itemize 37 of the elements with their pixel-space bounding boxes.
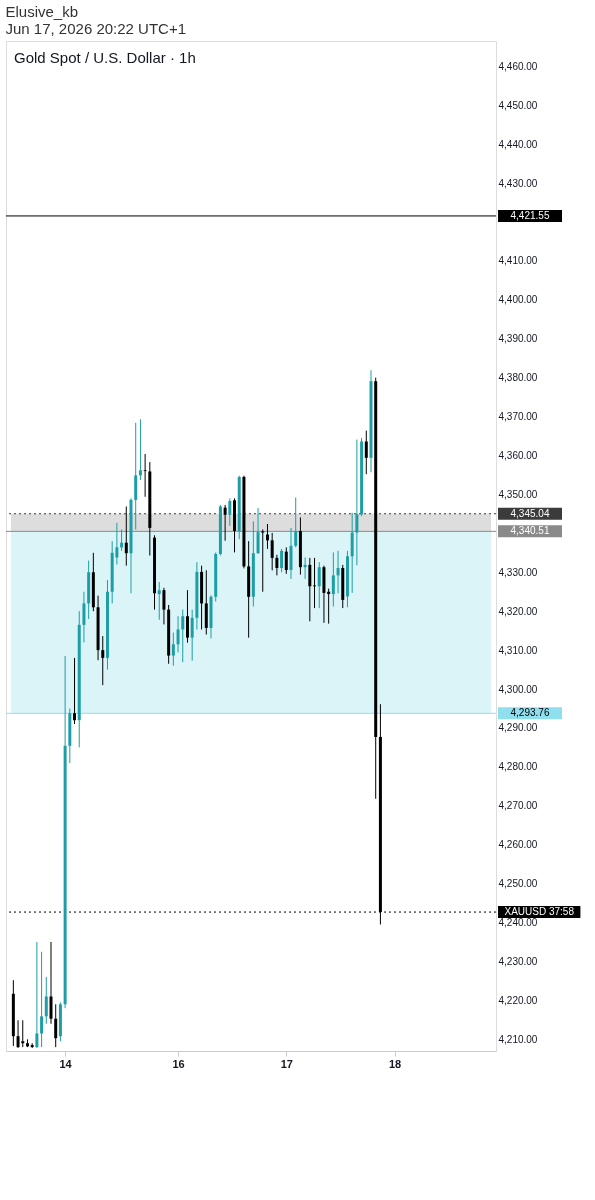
- ref-line-label: 4,345.04: [510, 507, 550, 519]
- text: Gold Spot / U.S. Dollar · 1h: [14, 49, 196, 66]
- x-tick-label: 14: [59, 1057, 73, 1070]
- y-tick-label: 4,410.00: [498, 255, 538, 267]
- y-tick-label: 4,280.00: [498, 761, 538, 773]
- y-tick-label: 4,260.00: [498, 839, 538, 851]
- x-tick-label: 16: [172, 1057, 185, 1070]
- x-tick-label: 17: [280, 1057, 293, 1070]
- x-tick-label: 18: [388, 1057, 402, 1070]
- y-tick-label: 4,390.00: [498, 333, 538, 345]
- y-tick-label: 4,320.00: [498, 605, 538, 617]
- ref-line-label: 4,421.55: [510, 209, 550, 221]
- y-tick-label: 4,270.00: [498, 800, 538, 812]
- y-tick-label: 4,380.00: [498, 372, 538, 384]
- y-tick-label: 4,360.00: [498, 450, 538, 462]
- y-tick-label: 4,370.00: [498, 411, 538, 423]
- y-tick-label: 4,430.00: [498, 177, 538, 189]
- y-tick-label: 4,400.00: [498, 294, 538, 306]
- text: XAUUSD 37:58: [504, 906, 575, 918]
- y-tick-label: 4,450.00: [498, 99, 538, 111]
- y-tick-label: 4,210.00: [498, 1033, 538, 1045]
- ref-line-label: 4,293.76: [510, 707, 550, 719]
- y-tick-label: 4,230.00: [498, 955, 538, 967]
- text: Elusive_kb: [5, 3, 79, 20]
- y-tick-label: 4,460.00: [498, 60, 538, 72]
- ref-line-label: 4,340.51: [510, 525, 550, 537]
- y-tick-label: 4,240.00: [498, 917, 538, 929]
- text: Jun 17, 2026 20:22 UTC+1: [5, 20, 187, 37]
- y-tick-label: 4,440.00: [498, 138, 538, 150]
- y-tick-label: 4,250.00: [498, 878, 538, 890]
- y-tick-label: 4,300.00: [498, 683, 538, 695]
- y-tick-label: 4,220.00: [498, 994, 538, 1006]
- y-tick-label: 4,350.00: [498, 488, 538, 500]
- y-tick-label: 4,330.00: [498, 566, 538, 578]
- y-tick-label: 4,290.00: [498, 722, 538, 734]
- candlestick: [261, 528, 265, 593]
- y-tick-label: 4,310.00: [498, 644, 538, 656]
